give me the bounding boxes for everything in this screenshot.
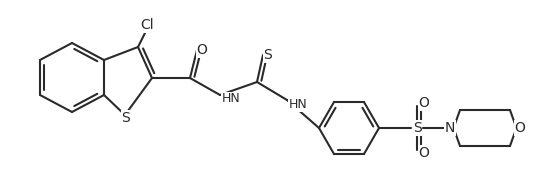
Text: S: S xyxy=(263,48,272,62)
Text: S: S xyxy=(413,121,421,135)
Text: HN: HN xyxy=(222,92,241,106)
Text: O: O xyxy=(419,96,430,110)
Text: HN: HN xyxy=(289,98,308,112)
Text: Cl: Cl xyxy=(140,18,154,32)
Text: O: O xyxy=(419,146,430,160)
Text: O: O xyxy=(196,43,207,57)
Text: O: O xyxy=(514,121,525,135)
Text: N: N xyxy=(445,121,455,135)
Text: S: S xyxy=(122,111,130,125)
